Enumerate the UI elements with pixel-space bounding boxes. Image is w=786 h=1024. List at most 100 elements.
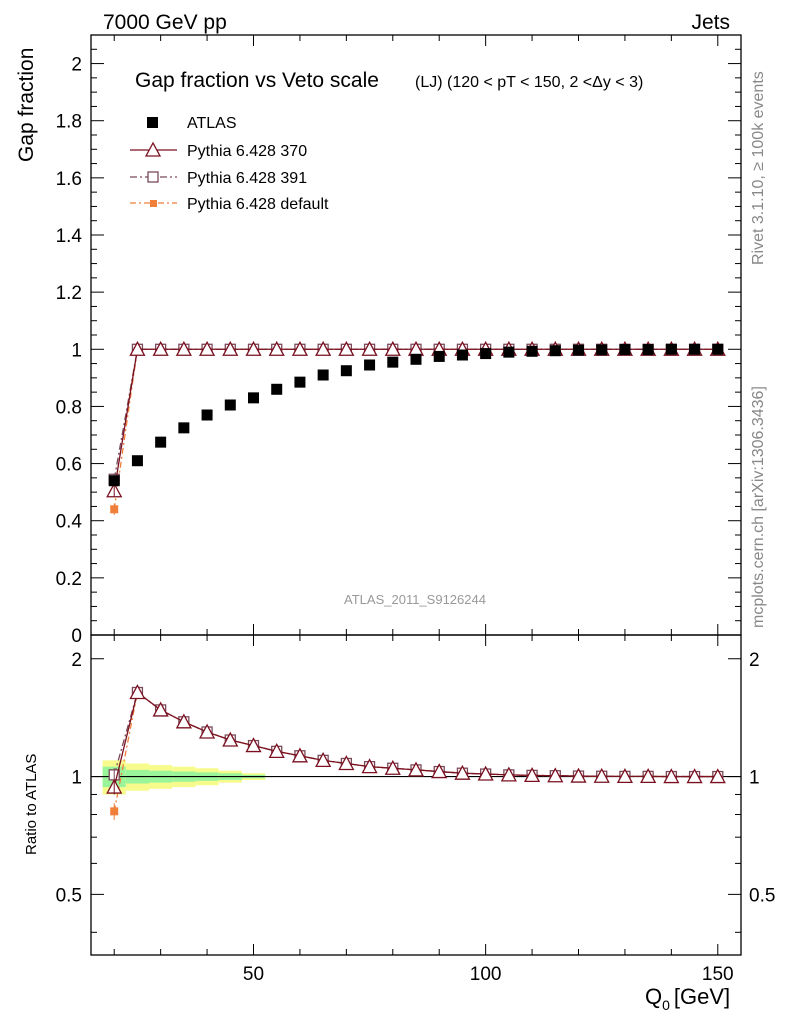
x-tick-label: 100: [470, 964, 502, 985]
y-tick-label: 2: [71, 55, 82, 76]
legend-marker-atlas: [147, 117, 158, 128]
ratio-point-pythia-6-428-370: [640, 768, 657, 784]
data-point-atlas: [131, 455, 143, 467]
legend-label-370: Pythia 6.428 370: [187, 143, 307, 160]
ratio-point-pythia-6-428-370: [361, 758, 378, 774]
data-point-atlas: [340, 365, 352, 377]
legend-marker-370: [144, 141, 162, 157]
ratio-point-pythia-6-428-370: [454, 764, 471, 780]
legend-label-391: Pythia 6.428 391: [187, 170, 307, 187]
mcplots-label: mcplots.cern.ch [arXiv:1306.3436]: [750, 386, 767, 628]
data-point-atlas: [155, 436, 167, 448]
y-tick-label: 1.8: [56, 112, 82, 133]
data-point-atlas: [433, 350, 445, 362]
x-tick-label: 50: [243, 964, 264, 985]
data-point-atlas: [503, 346, 515, 358]
y-tick-label: 0: [71, 626, 82, 647]
data-point-pythia-6-428-370: [129, 340, 146, 356]
data-point-atlas: [410, 353, 422, 365]
data-point-atlas: [689, 343, 701, 355]
y-tick-label: 0.2: [56, 569, 82, 590]
data-point-atlas: [642, 344, 654, 356]
data-point-atlas: [549, 345, 561, 357]
y-tick-label: 0.8: [56, 397, 82, 418]
ratio-y-tick-label: 1: [71, 768, 82, 789]
ratio-point-pythia-6-428-370: [686, 768, 703, 784]
data-point-atlas: [178, 422, 190, 434]
ratio-line-pythia-6-428-default: [113, 691, 718, 812]
legend: ATLAS Pythia 6.428 370 Pythia 6.428 391 …: [130, 115, 329, 213]
data-point-atlas: [387, 356, 399, 368]
data-point-pythia-6-428-370: [222, 340, 239, 356]
data-point-pythia-6-428-370: [361, 340, 378, 356]
ratio-point-pythia-6-428-370: [268, 742, 285, 758]
data-point-atlas: [271, 383, 283, 395]
ratio-y-tick-label: 0.5: [56, 885, 82, 906]
data-point-atlas: [108, 475, 120, 487]
y-tick-label: 0.6: [56, 455, 82, 476]
ratio-point-pythia-6-428-370: [593, 767, 610, 783]
data-point-atlas: [526, 345, 538, 357]
ratio-point-pythia-6-428-370: [129, 684, 146, 700]
x-tick-label: 150: [702, 964, 734, 985]
y-tick-label: 1.4: [56, 226, 83, 247]
rivet-version-label: Rivet 3.1.10, ≥ 100k events: [750, 71, 767, 265]
energy-label: 7000 GeV pp: [103, 11, 227, 34]
process-label: Jets: [691, 11, 730, 34]
ratio-point-pythia-6-428-370: [570, 767, 587, 783]
ratio-point-pythia-6-428-370: [152, 701, 169, 717]
ratio-point-pythia-6-428-370: [547, 767, 564, 783]
ratio-y-tick-label: 2: [71, 650, 82, 671]
y-tick-label: 1: [71, 340, 82, 361]
y-axis-label: Gap fraction: [15, 48, 38, 162]
x-axis-label: Q0 [GeV]: [645, 984, 730, 1013]
ratio-point-pythia-6-428-370: [222, 731, 239, 747]
chart-subtitle: (LJ) (120 < pT < 150, 2 <Δy < 3): [415, 74, 643, 91]
ratio-y-tick-label-right: 2: [749, 650, 760, 671]
y-tick-label: 1.2: [56, 283, 82, 304]
data-point-pythia-6-428-370: [245, 340, 262, 356]
data-point-pythia-6-428-370: [175, 340, 192, 356]
data-point-atlas: [201, 409, 213, 421]
chart-title: Gap fraction vs Veto scale: [135, 69, 379, 92]
ratio-y-tick-label-right: 0.5: [749, 885, 775, 906]
data-point-atlas: [456, 349, 468, 361]
main-plot: 0 0.2 0.4 0.6 0.8 1 1.2 1.4 1.6 1.8 2: [56, 34, 742, 647]
data-point-atlas: [712, 343, 724, 355]
data-point-atlas: [480, 348, 492, 360]
legend-label-default: Pythia 6.428 default: [187, 196, 329, 213]
data-point-pythia-6-428-370: [291, 340, 309, 356]
analysis-id-label: ATLAS_2011_S9126244: [344, 592, 486, 607]
ratio-point-pythia-6-428-370: [384, 759, 401, 775]
ratio-point-pythia-6-428-370: [616, 768, 634, 784]
ratio-point-pythia-6-428-370: [315, 751, 332, 768]
ratio-point-pythia-6-428-370: [663, 768, 680, 784]
ratio-y-tick-label-right: 1: [749, 768, 760, 789]
ratio-point-pythia-6-428-370: [477, 765, 494, 781]
data-point-pythia-6-428-370: [198, 340, 216, 356]
data-point-atlas: [224, 399, 236, 411]
y-tick-label: 1.6: [56, 169, 82, 190]
data-point-atlas: [596, 344, 608, 356]
ratio-point-pythia-6-428-370: [431, 763, 448, 779]
data-point-pythia-6-428-370: [338, 340, 355, 356]
ratio-plot: 50 100 150 0.5 0.5 1 1 2 2: [56, 634, 775, 985]
data-point-atlas: [619, 344, 631, 356]
data-point-atlas: [573, 344, 584, 356]
data-point-pythia-6-428-370: [152, 340, 169, 356]
y-tick-label: 0.4: [56, 512, 83, 533]
data-point-atlas: [294, 376, 306, 388]
ratio-point-pythia-6-428-370: [500, 766, 517, 782]
data-point-atlas: [248, 392, 259, 404]
ratio-point-pythia-6-428-370: [338, 755, 355, 771]
ratio-axis-label: Ratio to ATLAS: [23, 754, 40, 855]
ratio-point-pythia-6-428-370: [407, 761, 425, 777]
ratio-point-pythia-6-428-370: [198, 723, 216, 739]
ratio-frame: [90, 634, 742, 956]
data-point-pythia-6-428-370: [315, 340, 332, 356]
legend-marker-default: [150, 200, 157, 207]
data-point-pythia-6-428-370: [268, 340, 285, 356]
ratio-point-pythia-6-428-370: [175, 713, 192, 729]
data-point-atlas: [317, 369, 329, 381]
